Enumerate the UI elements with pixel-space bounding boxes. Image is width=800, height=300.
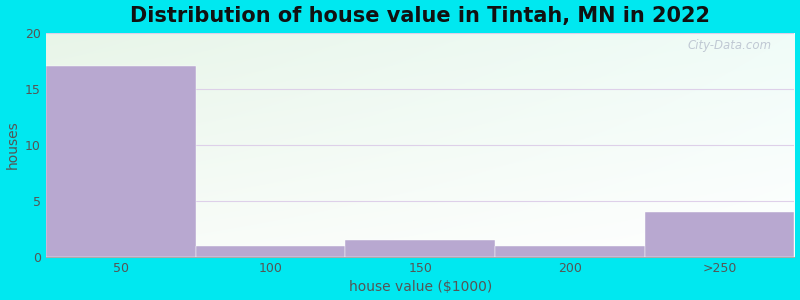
Bar bbox=[46, 66, 195, 257]
X-axis label: house value ($1000): house value ($1000) bbox=[349, 280, 492, 294]
Bar bbox=[495, 246, 645, 257]
Text: City-Data.com: City-Data.com bbox=[688, 39, 772, 52]
Bar bbox=[346, 240, 495, 257]
Title: Distribution of house value in Tintah, MN in 2022: Distribution of house value in Tintah, M… bbox=[130, 6, 710, 26]
Bar bbox=[645, 212, 794, 257]
Y-axis label: houses: houses bbox=[6, 121, 19, 169]
Bar bbox=[195, 246, 346, 257]
